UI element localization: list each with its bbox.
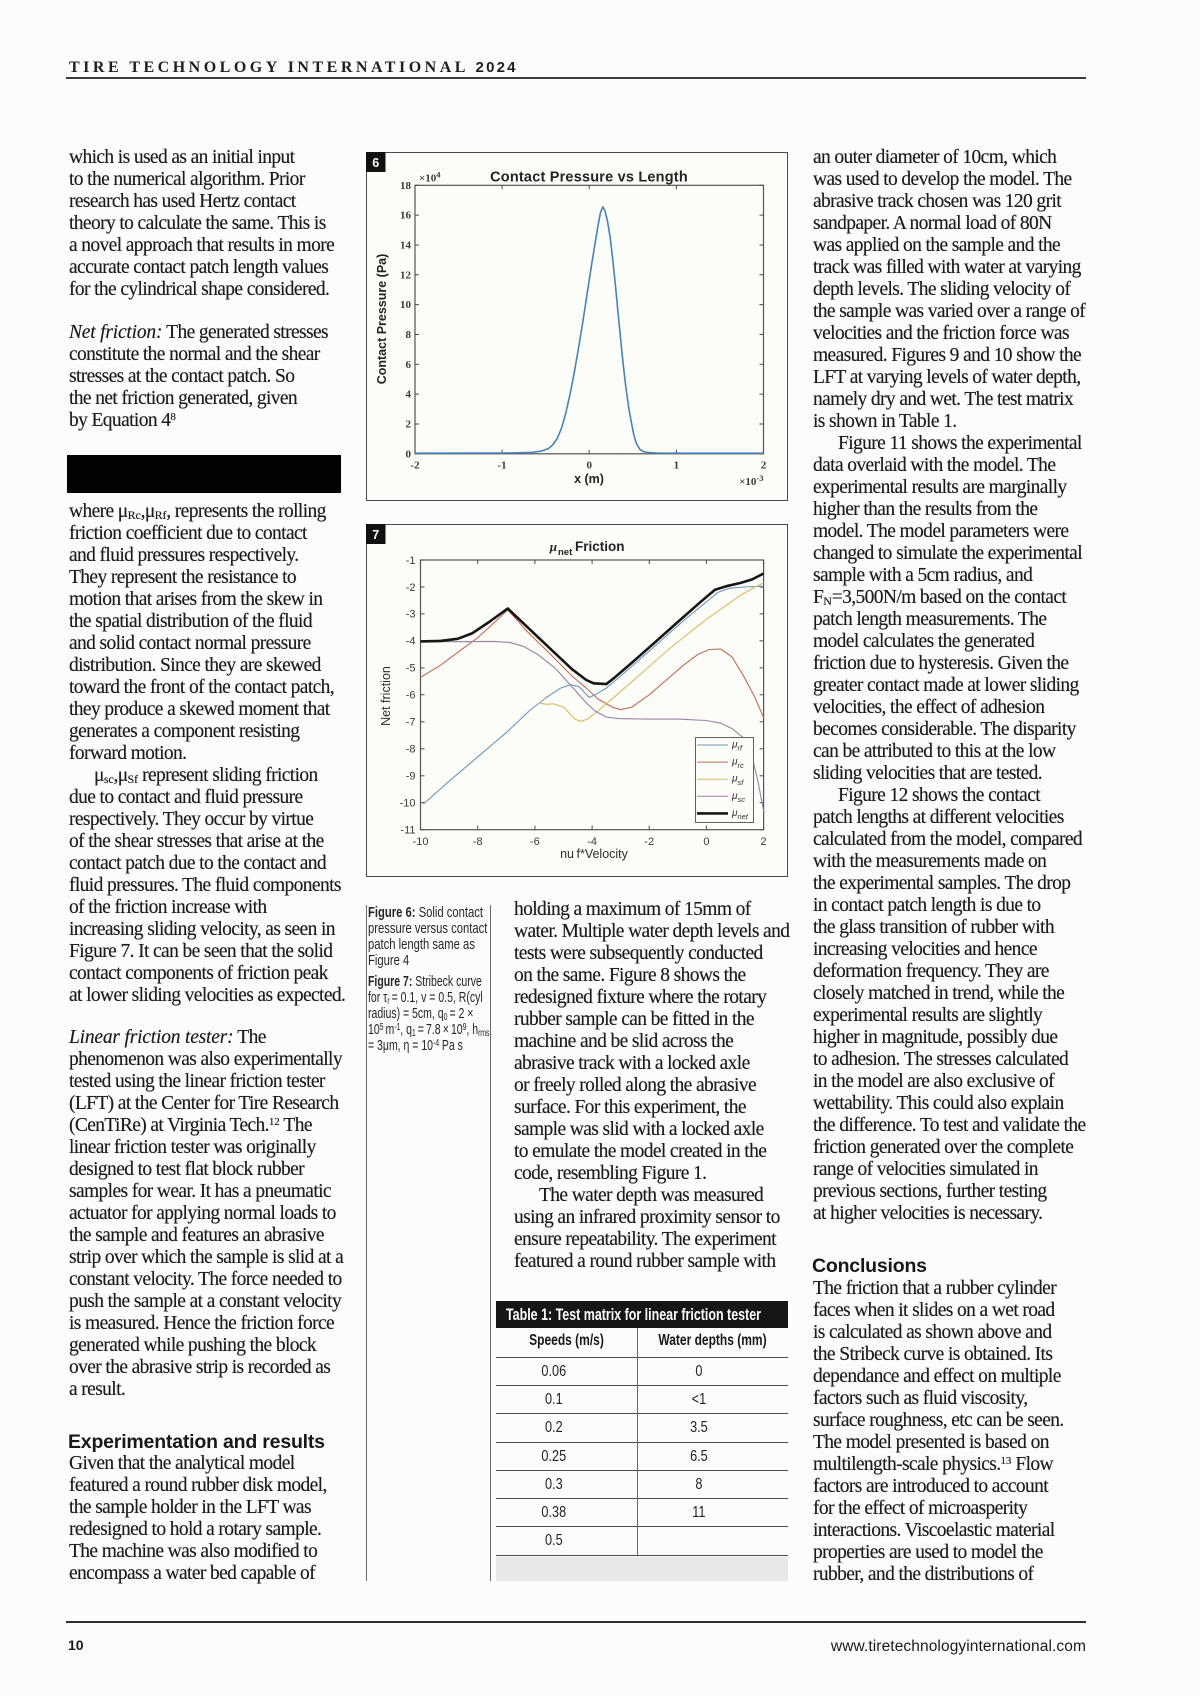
svg-text:-9: -9 [406,771,416,783]
svg-text:μrc: μrc [731,757,744,770]
svg-text:-8: -8 [406,744,416,756]
svg-text:6: 6 [372,156,379,170]
svg-text:μsc: μsc [731,791,745,804]
svg-text:0: 0 [703,836,709,848]
svg-text:6: 6 [406,359,412,371]
svg-text:Contact Pressure (Pa): Contact Pressure (Pa) [375,254,389,385]
svg-text:1: 1 [674,459,680,471]
svg-text:7: 7 [372,528,379,542]
svg-text:μsf: μsf [731,774,744,787]
svg-text:Friction: Friction [575,539,625,554]
svg-text:Net friction: Net friction [379,666,393,726]
svg-text:x (m): x (m) [574,472,604,486]
svg-text:-2: -2 [644,836,654,848]
svg-text:-6: -6 [406,690,416,702]
svg-text:-10: -10 [400,798,416,810]
svg-text:-1: -1 [498,459,507,471]
svg-text:12: 12 [400,269,412,281]
svg-text:-7: -7 [406,717,416,729]
svg-text:-1: -1 [406,555,416,567]
svg-text:-5: -5 [406,663,416,675]
svg-text:18: 18 [400,180,412,192]
svg-text:-6: -6 [530,836,540,848]
svg-text:-4: -4 [406,636,416,648]
svg-text:net: net [558,547,573,558]
svg-text:14: 14 [400,240,412,252]
svg-text:nu f*Velocity: nu f*Velocity [560,847,629,861]
svg-text:16: 16 [400,210,412,222]
svg-text:-4: -4 [587,836,597,848]
svg-text:4: 4 [406,389,412,401]
svg-text:2: 2 [761,836,767,848]
svg-text:10: 10 [400,299,412,311]
svg-text:8: 8 [406,329,412,341]
svg-text:-2: -2 [406,582,416,594]
svg-text:μ: μ [549,539,557,554]
svg-text:μnet: μnet [731,808,749,821]
svg-text:Contact Pressure vs Length: Contact Pressure vs Length [490,170,688,186]
svg-text:2: 2 [761,459,767,471]
svg-text:0: 0 [406,448,412,460]
svg-text:-8: -8 [473,836,483,848]
svg-text:-10: -10 [413,836,429,848]
svg-text:2: 2 [406,419,412,431]
svg-text:-2: -2 [410,459,420,471]
svg-text:-3: -3 [406,609,416,621]
svg-text:μrf: μrf [731,740,743,753]
svg-text:×104: ×104 [419,170,441,185]
svg-text:0: 0 [586,459,592,471]
svg-text:-11: -11 [400,825,415,837]
